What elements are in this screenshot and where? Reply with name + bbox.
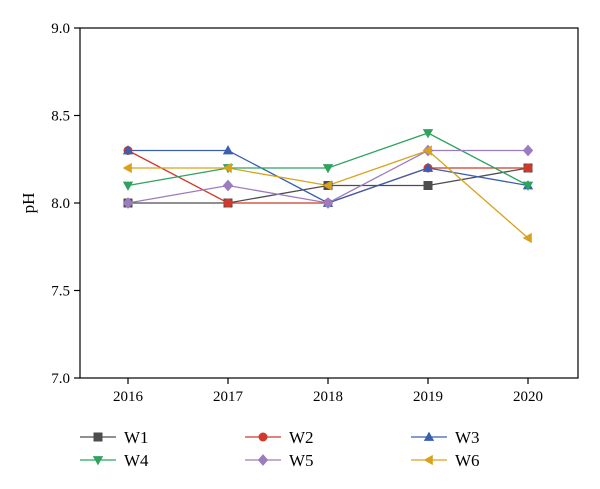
legend-item-w2: W2 — [245, 428, 314, 447]
data-point-w4 — [322, 164, 334, 174]
x-tick-label: 2017 — [213, 389, 244, 405]
data-point-w6 — [222, 162, 232, 174]
legend-label: W6 — [455, 451, 480, 470]
y-tick-label: 8.5 — [51, 109, 70, 125]
data-point-w6 — [322, 180, 332, 191]
legend-label: W3 — [455, 428, 480, 447]
data-point-w3 — [222, 145, 234, 155]
data-point-w6 — [522, 232, 532, 244]
data-point-w4 — [122, 181, 134, 191]
legend-label: W4 — [124, 451, 149, 470]
data-point-w2 — [523, 163, 533, 173]
legend-label: W1 — [124, 428, 149, 447]
data-point-w4 — [522, 181, 534, 191]
data-point-w3 — [122, 145, 134, 155]
data-point-w6 — [122, 162, 132, 174]
data-point-w1 — [423, 181, 433, 190]
x-tick-label: 2016 — [113, 389, 144, 405]
legend-marker — [258, 432, 268, 442]
legend-marker — [257, 454, 269, 466]
x-axis: 2016 2017 2018 2019 2020 — [113, 378, 543, 405]
y-tick-label: 8.0 — [51, 196, 70, 212]
data-point-w6 — [422, 145, 432, 156]
data-point-w2 — [223, 198, 233, 208]
legend-marker — [423, 454, 433, 466]
y-tick-label: 7.0 — [51, 371, 70, 387]
data-point-w4 — [422, 129, 434, 139]
legend-item-w1: W1 — [80, 428, 149, 447]
x-tick-label: 2019 — [413, 389, 443, 405]
data-point-w5 — [522, 144, 534, 157]
series-line-w6 — [128, 149, 529, 239]
data-point-w5 — [222, 179, 234, 192]
series-line-w3 — [128, 149, 529, 204]
legend-item-w3: W3 — [411, 428, 480, 447]
legend-item-w6: W6 — [411, 451, 480, 470]
data-point-w5 — [122, 197, 134, 209]
series-line-w4 — [127, 132, 529, 187]
x-tick-label: 2020 — [513, 389, 543, 405]
data-point-w5 — [322, 197, 334, 209]
y-tick-label: 7.5 — [51, 284, 70, 300]
legend-marker — [93, 432, 103, 442]
legend-label: W2 — [289, 428, 314, 447]
series-line-w2 — [127, 149, 528, 204]
y-tick-label: 9.0 — [51, 21, 70, 37]
legend-item-w4: W4 — [80, 451, 149, 470]
legend-item-w5: W5 — [245, 451, 314, 470]
plot-markers — [122, 129, 534, 244]
series-line-w5 — [127, 149, 528, 204]
x-tick-label: 2018 — [313, 389, 343, 405]
y-axis-label: pH — [19, 193, 38, 214]
legend-label: W5 — [289, 451, 314, 470]
data-point-w3 — [422, 162, 434, 172]
legend: W1 W2 W3 W4 W5 W6 — [80, 428, 480, 470]
legend-marker — [423, 431, 435, 441]
legend-marker — [92, 456, 104, 466]
y-axis: 7.0 7.5 8.0 8.5 9.0 — [51, 21, 80, 387]
